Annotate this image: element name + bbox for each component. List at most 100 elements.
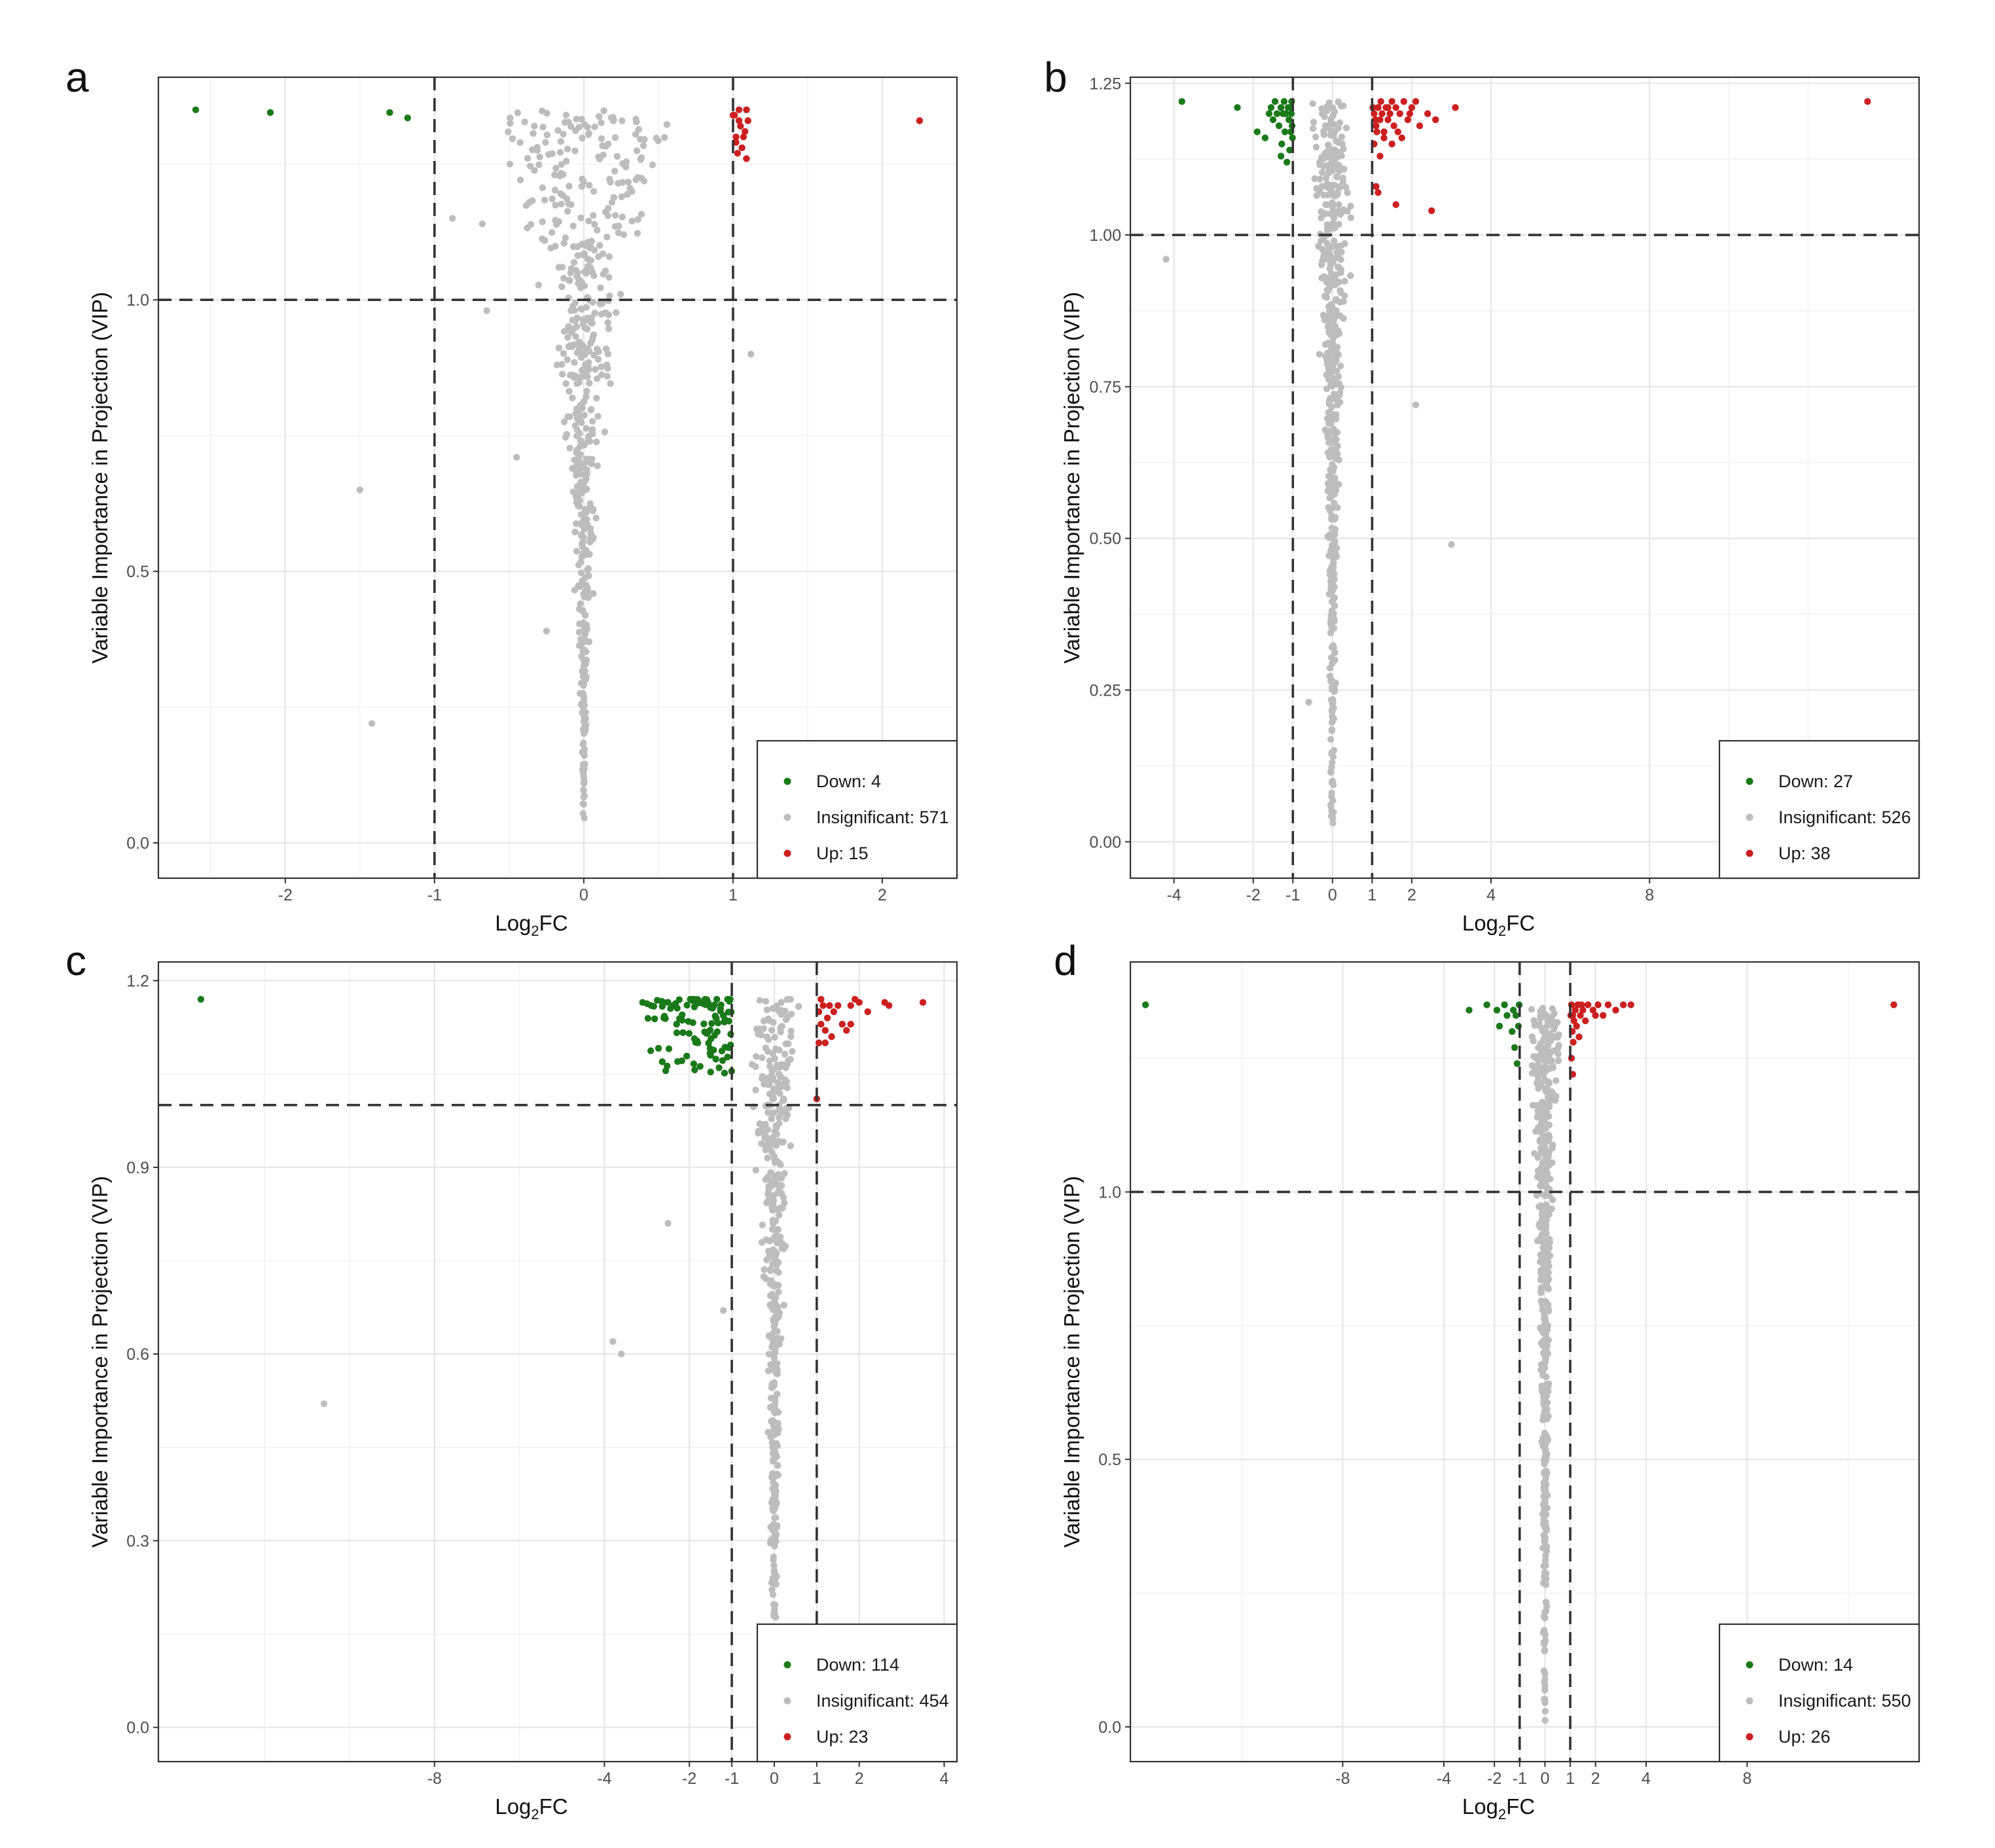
point-insignificant xyxy=(752,1086,759,1093)
point-insignificant xyxy=(1541,1180,1548,1187)
point-insignificant xyxy=(1327,414,1335,421)
point-insignificant xyxy=(577,569,585,577)
point-insignificant xyxy=(1528,1006,1536,1013)
point-down xyxy=(647,1047,655,1054)
point-down xyxy=(664,999,672,1006)
point-insignificant xyxy=(1545,1035,1553,1042)
point-insignificant xyxy=(1539,1145,1546,1152)
point-insignificant xyxy=(598,363,605,370)
point-insignificant xyxy=(594,226,601,234)
point-insignificant xyxy=(768,1206,776,1214)
point-insignificant xyxy=(565,118,572,126)
point-down xyxy=(658,1003,666,1010)
point-insignificant xyxy=(763,1176,770,1183)
point-up xyxy=(1864,98,1871,105)
point-insignificant xyxy=(1551,1097,1559,1104)
point-insignificant xyxy=(569,394,576,402)
point-down xyxy=(727,1041,734,1049)
point-insignificant xyxy=(583,508,590,516)
point-insignificant xyxy=(1323,107,1331,115)
point-up xyxy=(819,1002,827,1009)
point-insignificant xyxy=(1545,1095,1553,1103)
panel-letter: b xyxy=(1044,54,1068,101)
point-insignificant xyxy=(1347,214,1355,221)
point-insignificant xyxy=(552,164,560,172)
point-down xyxy=(1493,1006,1501,1014)
legend: Down: 14 Insignificant: 550 Up: 26 xyxy=(1718,1623,1920,1763)
point-down xyxy=(1178,98,1185,105)
point-insignificant xyxy=(583,585,591,593)
point-insignificant xyxy=(1541,1502,1549,1510)
point-insignificant xyxy=(1541,1048,1549,1055)
point-insignificant xyxy=(564,145,571,153)
point-insignificant xyxy=(573,115,580,123)
point-insignificant xyxy=(1324,287,1331,295)
plot-frame xyxy=(157,961,958,1763)
point-insignificant xyxy=(1324,323,1331,330)
point-insignificant xyxy=(1528,1069,1536,1077)
point-up xyxy=(1432,116,1439,124)
point-insignificant xyxy=(1552,1077,1560,1084)
point-insignificant xyxy=(1335,351,1342,359)
point-insignificant xyxy=(620,231,628,238)
point-insignificant xyxy=(576,429,583,437)
point-insignificant xyxy=(522,202,530,209)
point-insignificant xyxy=(449,215,456,222)
point-insignificant xyxy=(1329,597,1337,604)
point-up xyxy=(1384,116,1392,124)
point-insignificant xyxy=(611,168,619,175)
point-insignificant xyxy=(776,1211,783,1219)
point-insignificant xyxy=(583,516,590,523)
point-insignificant xyxy=(1331,649,1339,656)
point-up xyxy=(916,117,924,124)
point-down xyxy=(1511,1044,1519,1051)
point-down xyxy=(694,1039,702,1046)
x-tick-label: 4 xyxy=(1642,1769,1651,1788)
point-down xyxy=(713,1028,721,1035)
point-up xyxy=(1386,110,1393,117)
point-insignificant xyxy=(756,997,763,1004)
point-insignificant xyxy=(776,1335,783,1342)
point-insignificant xyxy=(1329,759,1336,766)
point-insignificant xyxy=(560,274,567,282)
point-insignificant xyxy=(762,1120,769,1128)
point-insignificant xyxy=(577,600,584,607)
point-insignificant xyxy=(1537,1276,1545,1284)
point-insignificant xyxy=(1325,504,1332,511)
point-insignificant xyxy=(581,760,588,768)
point-insignificant xyxy=(1543,1242,1551,1249)
point-insignificant xyxy=(1325,166,1333,173)
x-tick-label: 1 xyxy=(728,886,738,904)
point-insignificant xyxy=(548,228,556,236)
point-down xyxy=(691,1066,698,1074)
point-insignificant xyxy=(1541,1646,1549,1654)
point-insignificant xyxy=(558,370,566,378)
point-insignificant xyxy=(768,1027,776,1034)
point-down xyxy=(266,109,274,116)
point-insignificant xyxy=(588,238,596,245)
point-insignificant xyxy=(1328,514,1335,522)
point-insignificant xyxy=(602,208,609,216)
point-up xyxy=(1390,122,1397,130)
point-insignificant xyxy=(320,1400,328,1408)
point-insignificant xyxy=(506,160,514,168)
point-insignificant xyxy=(1320,311,1327,319)
point-insignificant xyxy=(585,366,592,374)
point-insignificant xyxy=(1542,1101,1549,1109)
point-down xyxy=(1512,1012,1520,1019)
x-tick-label: 0 xyxy=(1540,1769,1549,1788)
point-insignificant xyxy=(619,117,626,124)
point-down xyxy=(1277,152,1285,160)
point-insignificant xyxy=(772,1122,780,1129)
point-insignificant xyxy=(1347,272,1354,279)
point-up xyxy=(818,995,825,1003)
point-insignificant xyxy=(1543,1108,1551,1116)
point-up xyxy=(1380,134,1388,141)
point-insignificant xyxy=(1535,1085,1542,1092)
point-insignificant xyxy=(747,351,755,358)
point-insignificant xyxy=(1330,311,1337,319)
point-down xyxy=(685,1029,693,1037)
point-insignificant xyxy=(781,1050,789,1058)
point-insignificant xyxy=(585,130,592,137)
point-insignificant xyxy=(755,1128,763,1135)
